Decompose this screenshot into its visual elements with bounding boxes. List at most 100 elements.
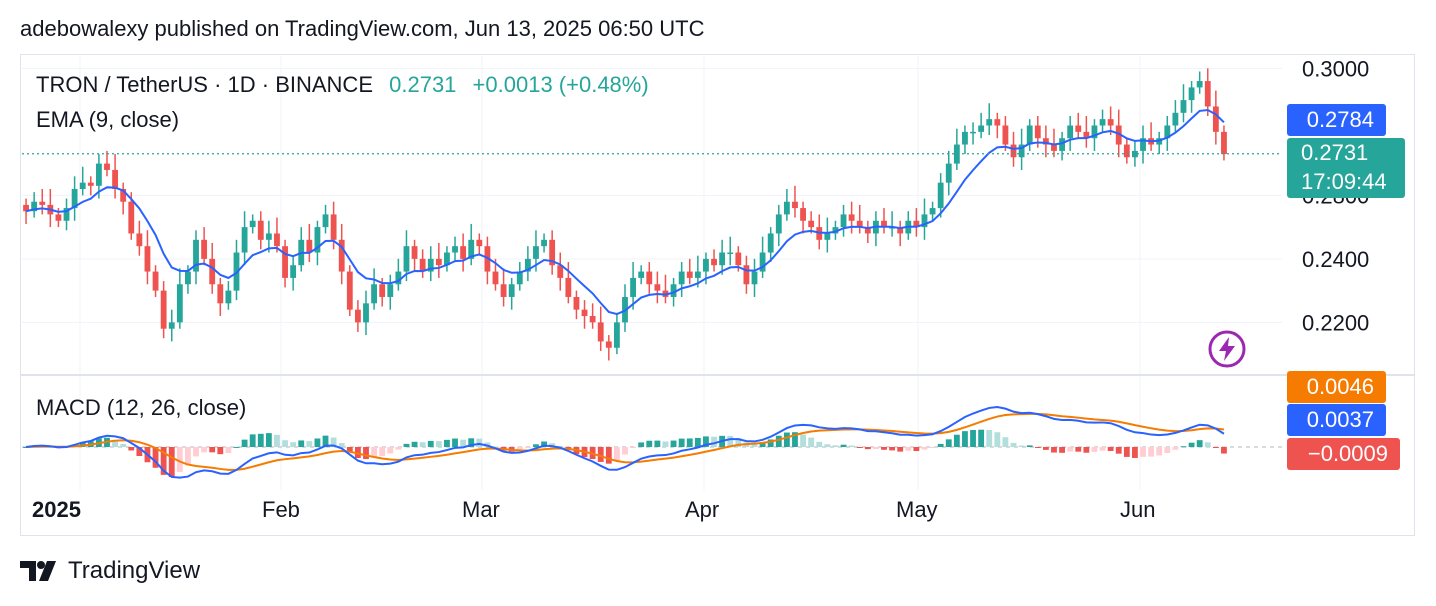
histogram-bar: [953, 434, 960, 447]
candle: [306, 239, 313, 253]
candle: [630, 277, 637, 297]
histogram-bar: [1148, 447, 1155, 457]
candle: [444, 252, 450, 266]
candle: [39, 201, 46, 205]
histogram-bar: [411, 441, 418, 447]
histogram-bar: [759, 442, 766, 447]
histogram-bar: [929, 447, 936, 448]
histogram-bar: [783, 432, 790, 447]
histogram-bar: [1067, 447, 1074, 452]
histogram-bar: [176, 447, 183, 472]
histogram-bar: [638, 442, 645, 447]
macd-pane: [22, 405, 1282, 479]
candle: [751, 271, 758, 285]
candle: [703, 258, 709, 272]
histogram-bar: [476, 438, 483, 447]
candle: [1221, 131, 1227, 155]
histogram-bar: [371, 447, 378, 457]
histogram-bar: [290, 442, 297, 447]
candle: [1051, 144, 1057, 151]
candle: [338, 239, 345, 272]
candle: [541, 239, 547, 247]
histogram-bar: [379, 447, 386, 456]
histogram-bar: [800, 434, 806, 447]
candle: [953, 144, 960, 164]
histogram-bar: [419, 442, 426, 447]
candle: [759, 252, 766, 272]
histogram-bar: [1172, 447, 1179, 450]
histogram-bar: [249, 434, 256, 447]
histogram-bar: [427, 440, 434, 447]
histogram-bar: [881, 447, 887, 450]
candle: [79, 182, 86, 190]
candle: [962, 131, 968, 145]
candle: [735, 252, 742, 266]
histogram-bar: [468, 438, 475, 447]
candle: [290, 265, 297, 278]
histogram-bar: [1180, 446, 1187, 448]
histogram-bar: [670, 440, 677, 447]
candle: [581, 309, 588, 317]
histogram-bar: [338, 443, 345, 447]
candle: [1091, 125, 1098, 139]
candle: [395, 271, 402, 285]
candle: [1059, 138, 1065, 151]
histogram-bar: [435, 441, 442, 447]
histogram-bar: [897, 447, 904, 452]
candle: [678, 271, 685, 285]
ema-legend: EMA (9, close): [36, 107, 180, 132]
histogram-bar: [1132, 447, 1138, 458]
histogram-bar: [816, 441, 823, 447]
candle: [573, 296, 580, 310]
histogram-bar: [265, 433, 272, 447]
candle: [1018, 144, 1025, 158]
histogram-bar: [921, 447, 928, 450]
candle: [168, 322, 175, 329]
histogram-bar: [233, 446, 240, 448]
candle: [597, 322, 604, 342]
histogram-bar: [735, 438, 742, 447]
histogram-bar: [848, 445, 855, 447]
histogram-bar: [322, 435, 329, 447]
candle: [201, 239, 208, 259]
lightning-icon[interactable]: [1207, 329, 1247, 369]
histogram-bar: [1034, 447, 1041, 448]
candle: [217, 284, 224, 304]
symbol-label: TRON / TetherUS · 1D · BINANCE: [36, 72, 373, 97]
candle: [225, 290, 232, 304]
candle: [945, 163, 952, 183]
candle: [1075, 125, 1082, 132]
histogram-bar: [913, 447, 920, 452]
histogram-bar: [403, 443, 410, 447]
candle: [1034, 125, 1041, 139]
candle: [1010, 144, 1017, 158]
histogram-bar: [945, 439, 952, 447]
histogram-bar: [1059, 447, 1065, 453]
candle: [686, 271, 693, 278]
histogram-bar: [711, 436, 717, 447]
histogram-bar: [209, 447, 216, 453]
histogram-bar: [1188, 442, 1195, 447]
candle: [1026, 125, 1033, 145]
histogram-bar: [1051, 447, 1057, 453]
histogram-bar: [201, 447, 208, 453]
histogram-bar: [1212, 447, 1219, 448]
candle: [31, 201, 38, 212]
time-tick-label: Apr: [685, 497, 719, 522]
candle: [500, 284, 507, 297]
histogram-bar: [460, 439, 467, 447]
histogram-bar: [225, 447, 232, 454]
candle: [387, 284, 394, 297]
histogram-bar: [1107, 447, 1114, 451]
histogram-bar: [662, 441, 669, 447]
histogram-bar: [1083, 447, 1090, 453]
candle: [193, 239, 199, 272]
histogram-bar: [346, 447, 353, 452]
histogram-bar: [444, 439, 450, 447]
histogram-bar: [962, 431, 968, 447]
histogram-bar: [905, 447, 912, 451]
candle: [330, 214, 337, 240]
candle: [897, 227, 904, 234]
brand[interactable]: TradingView: [20, 557, 200, 585]
